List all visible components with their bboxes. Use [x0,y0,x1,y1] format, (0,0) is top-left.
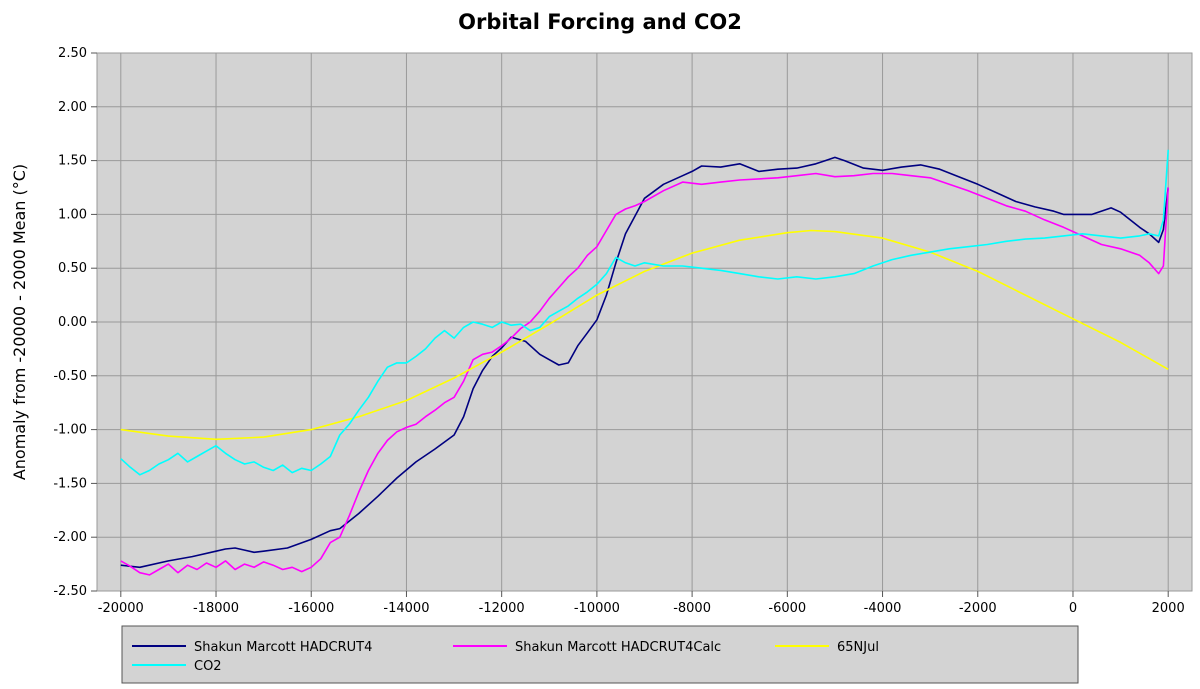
series-line-shakun-marcott-hadcrut4calc [120,172,1169,576]
x-tick-label: -4000 [864,601,902,616]
legend-box [121,625,1079,684]
y-tick-label: 1.00 [58,207,87,222]
x-tick-label: 2000 [1152,601,1185,616]
y-tick-label: 2.00 [58,100,87,115]
series-line-shakun-marcott-hadcrut4 [120,156,1169,569]
y-tick-label: -1.50 [53,476,87,491]
y-axis-label: Anomaly from -20000 - 2000 Mean (°C) [10,164,29,480]
x-tick-label: -16000 [288,601,334,616]
y-tick-label: 1.50 [58,154,87,169]
series-lines [120,149,1169,576]
x-tick-label: -12000 [479,601,525,616]
y-tick-label: -2.00 [53,530,87,545]
x-tick-label: -2000 [959,601,997,616]
legend: Shakun Marcott HADCRUT4 Shakun Marcott HA… [121,625,1079,684]
y-tick-label: -2.50 [53,584,87,599]
series-line-65njul [120,229,1169,441]
x-tick-label: -8000 [673,601,711,616]
x-tick-label: -20000 [98,601,144,616]
legend-label-shakun-marcott-hadcrut4: Shakun Marcott HADCRUT4 [194,640,372,655]
x-tick-label: -14000 [383,601,429,616]
y-tick-label: 2.50 [58,46,87,61]
x-tick-label: -6000 [768,601,806,616]
x-axis-ticks: -20000 -18000 -16000 -14000 -12000 -10000 -800… [98,591,1185,616]
y-axis-ticks: -2.50 -2.00 -1.50 -1.00 -0.50 0.00 0.50 1.00 1.5… [53,46,97,599]
y-tick-label: 0.00 [58,315,87,330]
legend-label-65njul: 65NJul [837,640,879,655]
x-tick-label: -10000 [574,601,620,616]
series-line-co2 [120,149,1169,476]
grid-lines [97,53,1192,591]
y-tick-label: 0.50 [58,261,87,276]
y-tick-label: -0.50 [53,369,87,384]
y-tick-label: -1.00 [53,423,87,438]
legend-label-co2: CO2 [194,659,222,674]
legend-label-shakun-marcott-hadcrut4calc: Shakun Marcott HADCRUT4Calc [515,640,721,655]
x-tick-label: 0 [1069,601,1077,616]
chart-title: Orbital Forcing and CO2 [458,10,742,34]
x-tick-label: -18000 [193,601,239,616]
